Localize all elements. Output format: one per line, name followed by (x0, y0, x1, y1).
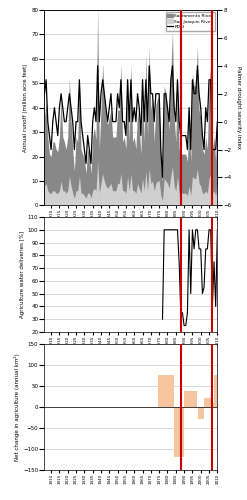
Y-axis label: Palmer drought severity index: Palmer drought severity index (236, 66, 241, 149)
Bar (158, 375, 166, 407)
Y-axis label: Annual runoff (million acre feet): Annual runoff (million acre feet) (23, 64, 28, 152)
Legend: Sacramento River, San Joaquin River, PDSI: Sacramento River, San Joaquin River, PDS… (165, 12, 215, 31)
Y-axis label: Agriculture water deliveries [%]: Agriculture water deliveries [%] (20, 231, 25, 318)
Bar (166, 375, 174, 407)
Y-axis label: Net change in agriculture (annual km²): Net change in agriculture (annual km²) (14, 353, 20, 461)
Bar (184, 391, 191, 407)
Bar (211, 402, 214, 407)
Bar (174, 407, 184, 458)
Bar (204, 398, 211, 407)
Bar (191, 391, 197, 407)
Bar (214, 375, 217, 407)
Bar (198, 407, 204, 420)
